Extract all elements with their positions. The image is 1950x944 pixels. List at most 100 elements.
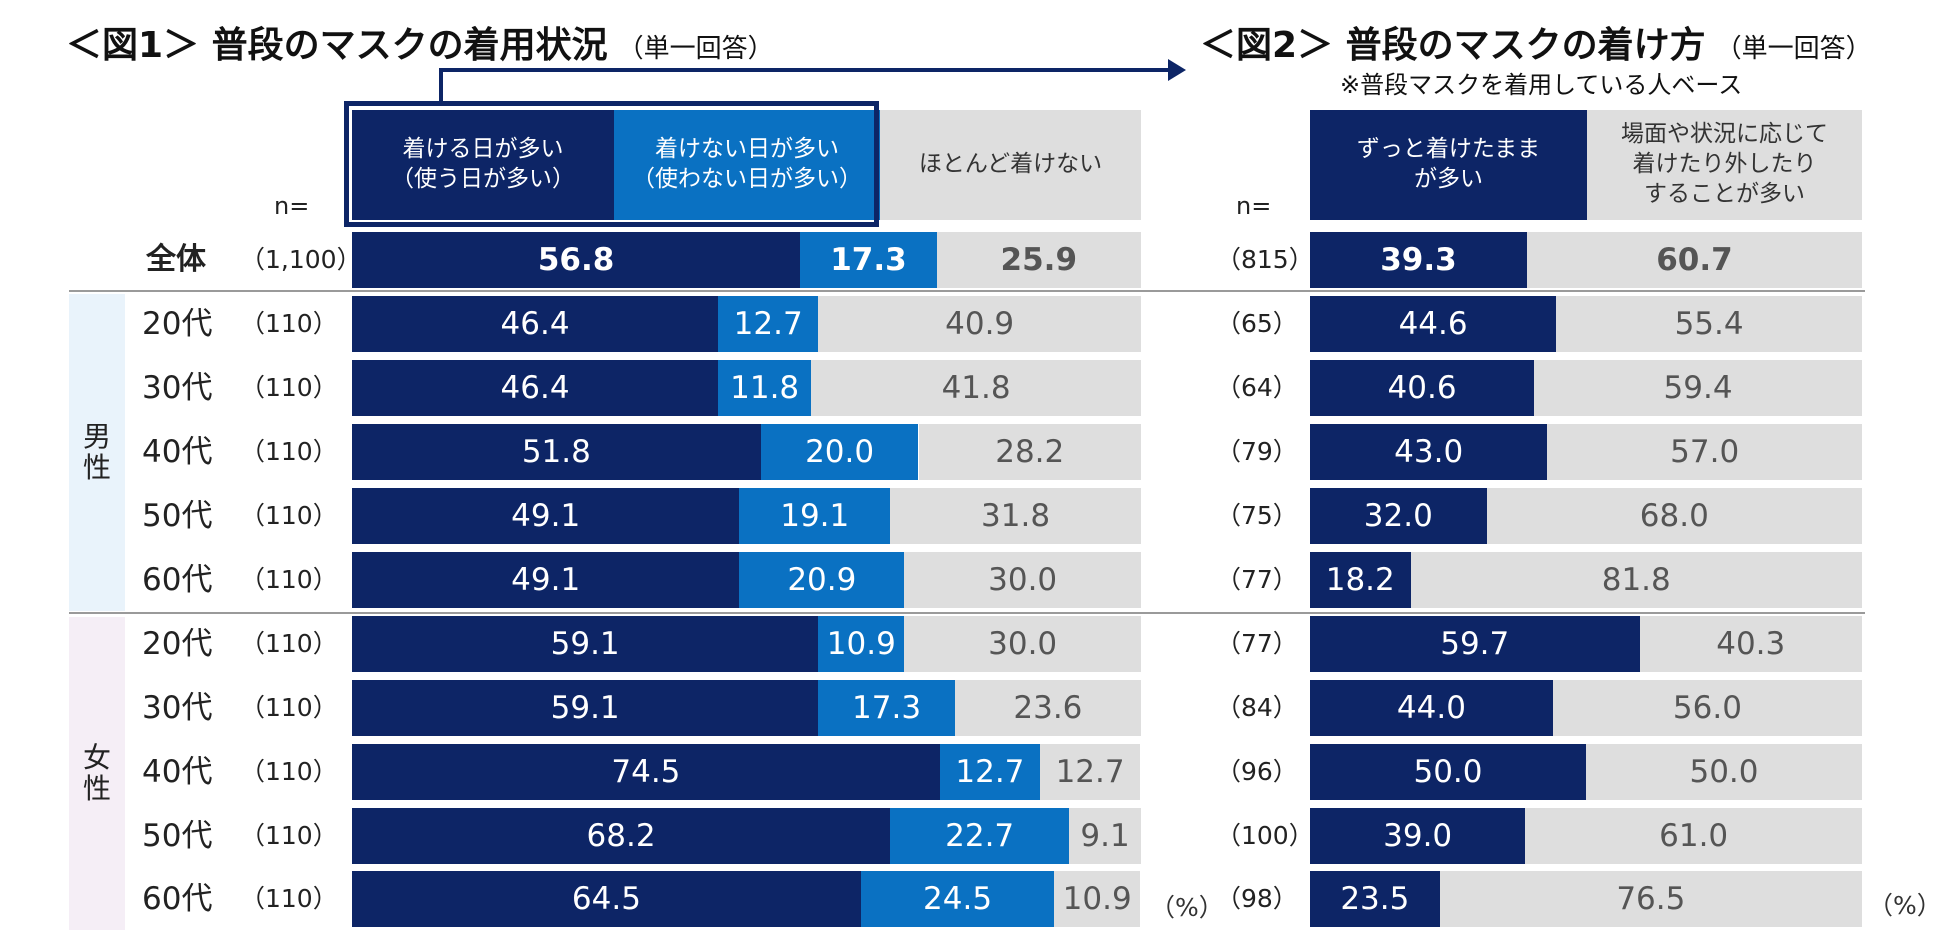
fig2-bar-segment: 44.0	[1310, 680, 1553, 736]
fig1-legend-not-wear-often: 着けない日が多い （使わない日が多い）	[614, 110, 880, 220]
fig1-legend-rarely-wear-label: ほとんど着けない	[918, 151, 1103, 178]
fig1-bar-segment: 40.9	[818, 296, 1141, 352]
fig1-legend-wear-often-line2: （使う日が多い）	[391, 166, 575, 192]
fig1-row-n: （110）	[240, 693, 338, 722]
fig2-row-n: （75）	[1216, 501, 1298, 530]
fig2-row-n: （96）	[1216, 757, 1298, 786]
fig1-bar-segment: 22.7	[890, 808, 1070, 864]
row-label: 20代	[142, 306, 213, 342]
fig2-bar-segment: 60.7	[1526, 232, 1862, 288]
fig1-row-n: （110）	[240, 437, 338, 466]
fig2-percent-label: （%）	[1868, 891, 1942, 920]
fig1-title: ＜図1＞ 普段のマスクの着用状況 （単一回答）	[66, 16, 774, 68]
fig2-bar-segment: 39.0	[1310, 808, 1526, 864]
row-label: 40代	[142, 754, 213, 790]
fig1-row-n: （110）	[240, 821, 338, 850]
fig1-n-label: n=	[274, 192, 310, 220]
row-label: 50代	[142, 498, 213, 534]
row-label: 20代	[142, 626, 213, 662]
fig1-bar-segment: 12.7	[718, 296, 819, 352]
fig2-bar-segment: 50.0	[1586, 744, 1862, 800]
fig1-bar-segment: 19.1	[739, 488, 891, 544]
separator-gender	[69, 612, 1865, 614]
group-female-char1: 女	[82, 740, 111, 774]
fig2-bar-segment: 81.8	[1410, 552, 1862, 608]
fig2-bar-segment: 18.2	[1310, 552, 1411, 608]
fig1-legend-highlight-box	[344, 101, 879, 227]
fig1-bar-segment: 25.9	[936, 232, 1141, 288]
fig1-title-text: ＜図1＞ 普段のマスクの着用状況	[66, 25, 608, 66]
fig2-row-n: （815）	[1216, 245, 1314, 274]
fig1-bar-segment: 46.4	[352, 296, 719, 352]
fig1-bar-segment: 12.7	[1040, 744, 1141, 800]
fig2-legend-keep-on-line1: ずっと着けたまま	[1356, 136, 1541, 163]
fig2-row-n: （98）	[1216, 884, 1298, 913]
fig1-bar-segment: 20.0	[760, 424, 919, 480]
fig1-legend-wear-often-line1: 着ける日が多い	[402, 136, 564, 163]
fig1-legend-not-wear-often-line2: （使わない日が多い）	[632, 166, 862, 192]
fig1-bar-segment: 51.8	[352, 424, 761, 480]
fig1-bar-segment: 12.7	[939, 744, 1040, 800]
fig2-legend-keep-on-line2: が多い	[1414, 166, 1483, 192]
fig1-bar-segment: 28.2	[918, 424, 1141, 480]
fig2-legend-keep-on: ずっと着けたまま が多い	[1310, 110, 1587, 220]
fig1-bar-segment: 10.9	[818, 616, 905, 672]
row-label: 40代	[142, 434, 213, 470]
fig1-bar-segment: 41.8	[811, 360, 1141, 416]
fig2-bar-segment: 55.4	[1556, 296, 1862, 352]
group-female-char2: 性	[82, 771, 111, 805]
fig1-bar-segment: 49.1	[352, 552, 740, 608]
fig2-bar-segment: 50.0	[1310, 744, 1586, 800]
fig2-row-n: （77）	[1216, 565, 1298, 594]
fig1-bar-segment: 20.9	[739, 552, 905, 608]
fig2-bar-segment: 23.5	[1310, 871, 1440, 927]
fig1-legend-rarely-wear: ほとんど着けない	[880, 110, 1141, 220]
fig2-bar-segment: 59.4	[1534, 360, 1862, 416]
fig1-subtitle: （単一回答）	[617, 34, 774, 64]
fig2-row-n: （79）	[1216, 437, 1298, 466]
fig1-bar-segment: 24.5	[860, 871, 1055, 927]
fig1-bar-segment: 30.0	[904, 552, 1141, 608]
group-band-female: 女 性	[69, 617, 125, 930]
fig1-bar-segment: 68.2	[352, 808, 891, 864]
fig2-bar-segment: 68.0	[1486, 488, 1862, 544]
fig1-legend-not-wear-often-line1: 着けない日が多い	[655, 136, 839, 163]
fig2-subtitle: （単一回答）	[1715, 34, 1872, 64]
fig2-bar-segment: 56.0	[1552, 680, 1862, 736]
fig1-bar-segment: 10.9	[1054, 871, 1141, 927]
fig1-bar-segment: 11.8	[718, 360, 812, 416]
fig1-percent-label: （%）	[1150, 893, 1224, 922]
fig2-bar-segment: 44.6	[1310, 296, 1557, 352]
fig1-row-n: （110）	[240, 629, 338, 658]
row-label: 30代	[142, 690, 213, 726]
group-male-char2: 性	[82, 450, 111, 484]
fig2-title: ＜図2＞ 普段のマスクの着け方 （単一回答）	[1200, 16, 1872, 68]
fig1-legend-wear-often: 着ける日が多い （使う日が多い）	[352, 110, 614, 220]
fig1-row-n: （110）	[240, 565, 338, 594]
fig2-row-n: （65）	[1216, 309, 1298, 338]
fig1-bar-segment: 31.8	[890, 488, 1141, 544]
fig2-bar-segment: 57.0	[1547, 424, 1862, 480]
fig1-bar-segment: 64.5	[352, 871, 861, 927]
fig2-row-n: （77）	[1216, 629, 1298, 658]
fig1-row-n: （110）	[240, 309, 338, 338]
fig2-bar-segment: 76.5	[1439, 871, 1862, 927]
fig1-bar-segment: 17.3	[818, 680, 955, 736]
fig1-row-n: （110）	[240, 884, 338, 913]
fig2-n-label: n=	[1236, 192, 1272, 220]
row-label: 60代	[142, 562, 213, 598]
fig2-row-n: （64）	[1216, 373, 1298, 402]
fig2-bar-segment: 43.0	[1310, 424, 1548, 480]
fig2-legend-situational: 場面や状況に応じて 着けたり外したり することが多い	[1587, 110, 1862, 220]
group-male-char1: 男	[82, 419, 111, 453]
fig1-bar-segment: 17.3	[800, 232, 937, 288]
fig2-row-n: （84）	[1216, 693, 1298, 722]
fig2-legend-situational-line2: 着けたり外したり	[1632, 151, 1817, 178]
fig1-bar-segment: 23.6	[954, 680, 1141, 736]
row-label: 50代	[142, 818, 213, 854]
fig1-bar-segment: 56.8	[352, 232, 801, 288]
fig1-bar-segment: 30.0	[904, 616, 1141, 672]
fig2-legend-situational-line3: することが多い	[1644, 180, 1805, 207]
fig2-bar-segment: 40.3	[1639, 616, 1862, 672]
